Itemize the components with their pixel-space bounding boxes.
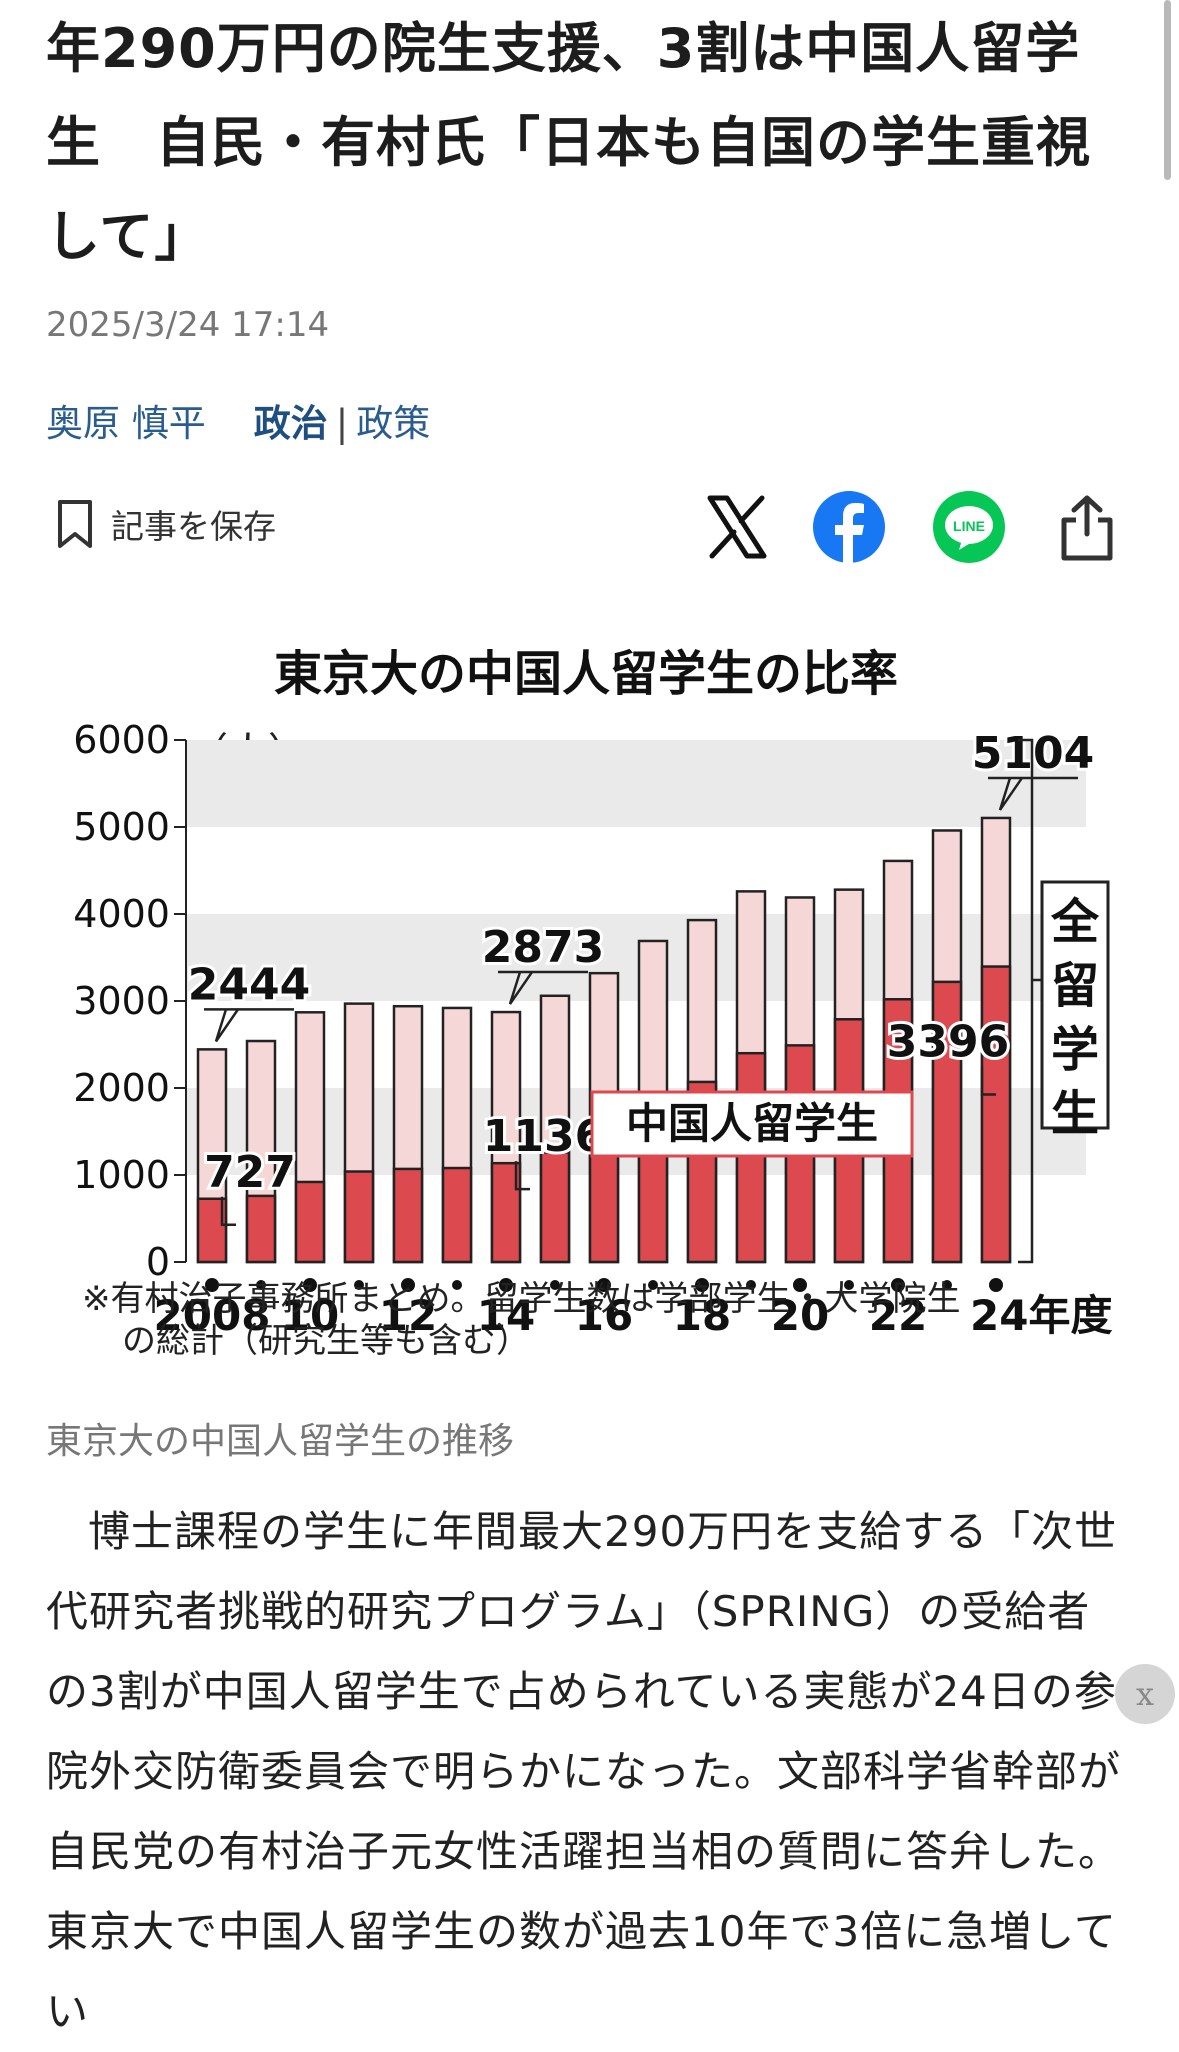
x-tick-dot bbox=[746, 1280, 756, 1290]
category-link[interactable]: 政治 bbox=[253, 402, 328, 445]
x-tick-dot bbox=[401, 1278, 415, 1292]
chart-image[interactable]: 東京大の中国人留学生の比率 （人） 0100020003000400050006… bbox=[46, 640, 1126, 1380]
x-tick-label: 10 bbox=[281, 1291, 339, 1340]
x-tick-dot bbox=[695, 1278, 709, 1292]
y-tick-label: 6000 bbox=[73, 718, 170, 762]
x-tick-dot bbox=[205, 1278, 219, 1292]
x-tick-label: 20 bbox=[771, 1291, 829, 1340]
x-tick-label: 16 bbox=[575, 1291, 633, 1340]
x-tick-dot bbox=[597, 1278, 611, 1292]
article-title: 年290万円の院生支援、3割は中国人留学生 自民・有村氏「日本も自国の学生重視し… bbox=[46, 17, 1091, 268]
y-tick-label: 2000 bbox=[73, 1066, 170, 1110]
article-body: 博士課程の学生に年間最大290万円を支給する「次世代研究者挑戦的研究プログラム」… bbox=[46, 1507, 1122, 2036]
x-tick-dot bbox=[354, 1280, 364, 1290]
x-tick-dot bbox=[793, 1278, 807, 1292]
x-tick-dot bbox=[550, 1280, 560, 1290]
annotation-label: 3396 bbox=[887, 1017, 1009, 1068]
annotation-label: 2444 bbox=[188, 959, 310, 1010]
annotation-pointer bbox=[214, 1008, 240, 1043]
x-tick-dot bbox=[499, 1278, 513, 1292]
y-tick-label: 4000 bbox=[73, 892, 170, 936]
x-tick-dot bbox=[942, 1280, 952, 1290]
x-tick-dot bbox=[844, 1280, 854, 1290]
facebook-icon[interactable] bbox=[812, 490, 886, 564]
x-tick-label: 24年度 bbox=[970, 1291, 1112, 1340]
legend-total-box bbox=[1040, 880, 1110, 1130]
bar-chinese bbox=[343, 1170, 375, 1264]
share-icon[interactable] bbox=[1050, 490, 1124, 564]
category-separator: | bbox=[335, 402, 349, 445]
bar-chinese bbox=[294, 1180, 326, 1264]
annotation-label: 2873 bbox=[482, 922, 604, 973]
byline: 奥原 慎平 政治 | 政策 bbox=[46, 393, 430, 447]
x-tick-dot bbox=[989, 1278, 1003, 1292]
legend-chinese-box bbox=[590, 1090, 914, 1158]
annotation-pointer bbox=[514, 1161, 530, 1191]
bar-chinese bbox=[392, 1167, 424, 1264]
x-tick-label: 14 bbox=[477, 1291, 535, 1340]
image-caption: 東京大の中国人留学生の推移 bbox=[46, 1421, 515, 1462]
publish-datetime: 2025/3/24 17:14 bbox=[46, 305, 330, 345]
y-tick-label: 1000 bbox=[73, 1153, 170, 1197]
bar-chinese bbox=[980, 965, 1012, 1264]
close-button[interactable]: x bbox=[1115, 1664, 1175, 1724]
bar-chinese bbox=[539, 1151, 571, 1264]
annotation-pointer bbox=[998, 777, 1024, 811]
y-tick-label: 0 bbox=[146, 1240, 170, 1284]
scrollbar[interactable] bbox=[1164, 0, 1171, 180]
y-tick-label: 3000 bbox=[73, 979, 170, 1023]
bar-chinese bbox=[490, 1161, 522, 1264]
bar-chinese bbox=[931, 980, 963, 1264]
save-article-button[interactable]: 記事を保存 bbox=[55, 498, 276, 550]
save-article-label: 記事を保存 bbox=[111, 507, 276, 546]
x-tick-dot bbox=[452, 1280, 462, 1290]
legend-chinese-label: 中国人留学生 bbox=[626, 1099, 878, 1148]
x-tick-label: 22 bbox=[869, 1291, 927, 1340]
x-logo-icon[interactable] bbox=[700, 490, 774, 564]
annotation-pointer bbox=[220, 1196, 236, 1227]
bar-chinese bbox=[735, 1051, 767, 1264]
x-tick-dot bbox=[256, 1280, 266, 1290]
line-icon[interactable]: LINE bbox=[932, 490, 1006, 564]
svg-text:LINE: LINE bbox=[953, 518, 985, 534]
legend-bracket bbox=[1018, 738, 1042, 1264]
x-tick-dot bbox=[303, 1278, 317, 1292]
subcategory-link[interactable]: 政策 bbox=[356, 402, 431, 445]
y-tick-label: 5000 bbox=[73, 805, 170, 849]
bookmark-icon bbox=[58, 500, 92, 548]
x-tick-label: 18 bbox=[673, 1291, 731, 1340]
annotation-label: 1136 bbox=[483, 1111, 605, 1162]
x-tick-dot bbox=[891, 1278, 905, 1292]
bar-chart: 東京大の中国人留学生の比率 （人） 0100020003000400050006… bbox=[73, 646, 1112, 1361]
x-tick-dot bbox=[648, 1280, 658, 1290]
bar-chinese bbox=[441, 1166, 473, 1264]
x-tick-label: 2008 bbox=[154, 1291, 271, 1340]
x-tick-label: 12 bbox=[379, 1291, 437, 1340]
annotation-label: 727 bbox=[204, 1147, 296, 1198]
annotation-pointer bbox=[508, 971, 534, 1005]
author-link[interactable]: 奥原 慎平 bbox=[46, 402, 206, 445]
chart-note-line2: の総計（研究生等も含む） bbox=[122, 1321, 530, 1361]
annotation-pointer bbox=[980, 1066, 996, 1096]
chart-note-line1: ※有村治子事務所まとめ。留学生数は学部学生・大学院生 bbox=[82, 1279, 961, 1319]
legend-total-label: 全留学生 bbox=[1050, 894, 1100, 1142]
bar-chinese bbox=[245, 1194, 277, 1264]
grid-band bbox=[186, 740, 1086, 827]
chart-title: 東京大の中国人留学生の比率 bbox=[274, 646, 898, 702]
